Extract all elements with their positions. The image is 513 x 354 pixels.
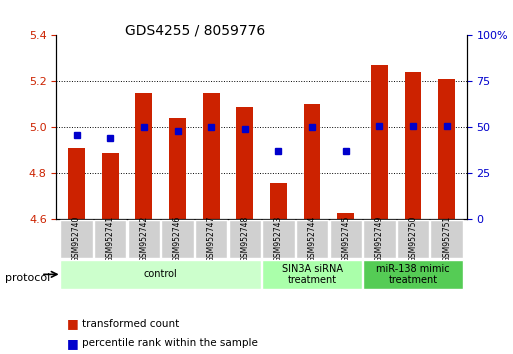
Text: ■: ■: [67, 318, 78, 330]
Bar: [304, 104, 321, 219]
Text: GSM952749: GSM952749: [375, 216, 384, 262]
Text: GSM952750: GSM952750: [408, 216, 418, 262]
Text: GSM952748: GSM952748: [240, 216, 249, 262]
FancyBboxPatch shape: [329, 220, 362, 258]
Text: GDS4255 / 8059776: GDS4255 / 8059776: [125, 23, 265, 37]
Text: control: control: [144, 269, 177, 279]
FancyBboxPatch shape: [430, 220, 463, 258]
Text: SIN3A siRNA
treatment: SIN3A siRNA treatment: [282, 263, 343, 285]
Bar: [438, 79, 455, 219]
Bar: [68, 148, 85, 219]
FancyBboxPatch shape: [262, 260, 362, 289]
Text: GSM952745: GSM952745: [341, 216, 350, 262]
FancyBboxPatch shape: [61, 220, 93, 258]
Bar: [102, 153, 119, 219]
Bar: [236, 107, 253, 219]
Text: GSM952740: GSM952740: [72, 216, 81, 262]
Bar: [371, 65, 388, 219]
Text: ■: ■: [67, 337, 78, 350]
FancyBboxPatch shape: [363, 260, 463, 289]
Text: GSM952743: GSM952743: [274, 216, 283, 262]
Text: GSM952747: GSM952747: [207, 216, 215, 262]
Bar: [405, 72, 421, 219]
Text: transformed count: transformed count: [82, 319, 180, 329]
Text: miR-138 mimic
treatment: miR-138 mimic treatment: [376, 263, 450, 285]
Bar: [203, 93, 220, 219]
FancyBboxPatch shape: [94, 220, 126, 258]
Bar: [135, 93, 152, 219]
Bar: [169, 118, 186, 219]
FancyBboxPatch shape: [162, 220, 194, 258]
FancyBboxPatch shape: [262, 220, 294, 258]
Bar: [270, 183, 287, 219]
FancyBboxPatch shape: [363, 220, 396, 258]
Text: protocol: protocol: [5, 273, 50, 283]
FancyBboxPatch shape: [128, 220, 160, 258]
Text: GSM952742: GSM952742: [140, 216, 148, 262]
FancyBboxPatch shape: [195, 220, 227, 258]
Text: GSM952751: GSM952751: [442, 216, 451, 262]
FancyBboxPatch shape: [61, 260, 261, 289]
Text: GSM952746: GSM952746: [173, 216, 182, 262]
Bar: [338, 212, 354, 219]
Text: GSM952744: GSM952744: [308, 216, 317, 262]
FancyBboxPatch shape: [296, 220, 328, 258]
FancyBboxPatch shape: [397, 220, 429, 258]
Text: percentile rank within the sample: percentile rank within the sample: [82, 338, 258, 348]
FancyBboxPatch shape: [229, 220, 261, 258]
Text: GSM952741: GSM952741: [106, 216, 115, 262]
